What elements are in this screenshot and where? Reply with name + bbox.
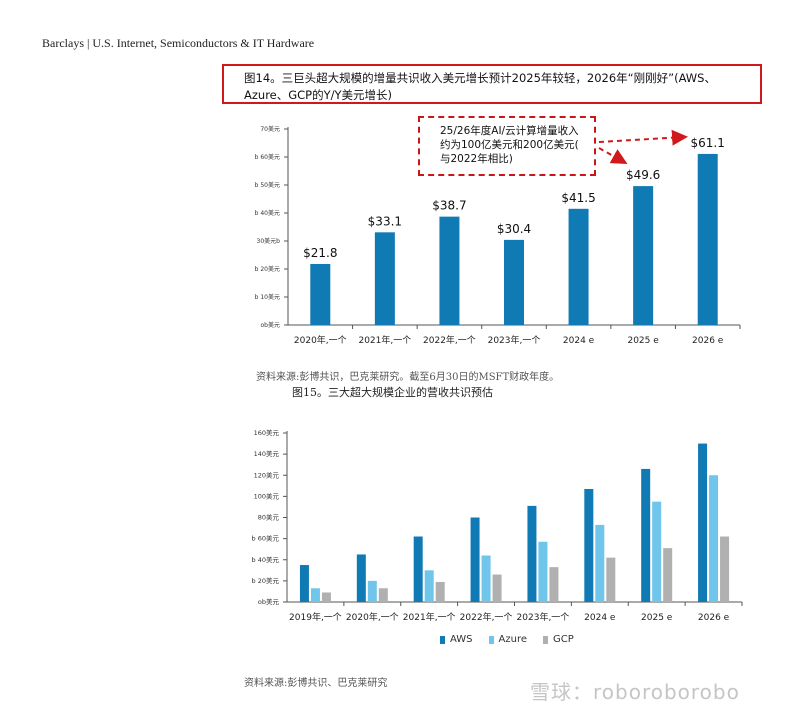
fig14-data-label: $49.6	[626, 168, 660, 182]
fig14-x-tick-label: 2023年,一个	[488, 334, 541, 346]
fig15-bar-azure	[424, 570, 434, 602]
fig15-bar-azure	[538, 541, 548, 602]
fig14-x-tick-label: 2025 e	[627, 336, 659, 346]
fig14-bar	[568, 208, 589, 325]
fig15-y-tick-label: b 40美元	[252, 555, 280, 564]
fig14-bar	[504, 239, 524, 325]
fig15-bar-azure	[310, 588, 320, 602]
figure-14-callout: 25/26年度AI/云计算增量收入 约为100亿美元和200亿美元( 与2022…	[418, 116, 596, 176]
fig15-x-tick-label: 2025 e	[641, 613, 673, 623]
fig15-x-tick-label: 2021年,一个	[403, 611, 456, 623]
fig15-bar-aws	[470, 517, 480, 602]
fig15-bar-aws	[527, 505, 537, 602]
fig15-bar-aws	[356, 554, 366, 602]
fig14-data-label: $21.8	[303, 246, 337, 260]
callout-line-2: 约为100亿美元和200亿美元(	[440, 139, 579, 151]
fig14-y-tick-label: b 50美元	[255, 181, 280, 189]
fig15-bar-azure	[367, 580, 377, 602]
fig15-x-tick-label: 2023年,一个	[517, 611, 570, 623]
fig15-bar-gcp	[663, 548, 673, 602]
fig14-x-tick-label: 2020年,一个	[294, 334, 347, 346]
fig15-bar-azure	[709, 475, 719, 602]
callout-arrow-2025	[598, 147, 628, 164]
fig15-bar-gcp	[492, 574, 502, 602]
fig15-bar-gcp	[435, 581, 445, 602]
fig14-y-tick-label: 30美元b	[257, 237, 281, 245]
legend-swatch-gcp	[543, 635, 549, 644]
report-header: Barclays | U.S. Internet, Semiconductors…	[42, 36, 315, 50]
fig14-bar	[310, 263, 331, 325]
figure-15-legend: AWS Azure GCP	[440, 634, 574, 645]
fig15-y-tick-label: 160美元	[254, 428, 280, 437]
fig14-y-tick-label: 70美元	[260, 125, 280, 133]
figure-15-source: 资料来源:彭博共识、巴克莱研究	[244, 678, 388, 689]
fig15-bar-gcp	[549, 567, 559, 602]
fig14-y-tick-label: b 10美元	[255, 293, 280, 301]
fig14-data-label: $33.1	[368, 214, 402, 228]
fig15-x-tick-label: 2024 e	[584, 613, 616, 623]
fig15-bar-azure	[652, 501, 662, 602]
legend-swatch-aws	[440, 635, 445, 644]
legend-item-aws: AWS	[440, 634, 473, 645]
fig15-x-tick-label: 2026 e	[698, 613, 730, 623]
fig15-bar-aws	[413, 536, 423, 602]
legend-label-aws: AWS	[450, 634, 473, 645]
fig14-y-tick-label: b 60美元	[255, 153, 280, 161]
fig14-data-label: $61.1	[691, 136, 725, 150]
callout-line-1: 25/26年度AI/云计算增量收入	[440, 125, 579, 137]
fig15-bar-azure	[595, 524, 605, 602]
fig14-data-label: $41.5	[561, 191, 595, 205]
fig15-bar-gcp	[321, 592, 331, 602]
fig14-y-tick-label: b 40美元	[255, 209, 280, 217]
fig15-bar-gcp	[606, 557, 616, 602]
fig15-y-tick-label: 140美元	[254, 449, 280, 458]
fig14-x-tick-label: 2024 e	[563, 336, 595, 346]
fig15-y-tick-label: 80美元	[258, 513, 280, 522]
legend-item-gcp: GCP	[543, 634, 574, 645]
fig15-x-tick-label: 2022年,一个	[460, 611, 513, 623]
fig15-bar-gcp	[720, 536, 730, 602]
legend-item-azure: Azure	[488, 634, 528, 645]
callout-arrow-2026	[598, 129, 688, 146]
legend-label-azure: Azure	[498, 634, 528, 645]
figure-14-title-box: 图14。三巨头超大规模的增量共识收入美元增长预计2025年较轻，2026年“刚刚…	[222, 64, 762, 104]
watermark: 雪球：roboroborobo	[530, 680, 740, 704]
fig14-bar	[633, 186, 654, 325]
fig15-bar-aws	[641, 468, 651, 602]
fig14-data-label: $38.7	[432, 199, 466, 213]
fig15-y-tick-label: b 20美元	[252, 576, 280, 585]
fig15-y-tick-label: 100美元	[254, 491, 280, 500]
fig15-bar-aws	[698, 443, 708, 602]
fig15-x-tick-label: 2019年,一个	[289, 611, 342, 623]
fig14-x-tick-label: 2021年,一个	[358, 334, 411, 346]
fig14-x-tick-label: 2022年,一个	[423, 334, 476, 346]
fig14-x-tick-label: 2026 e	[692, 336, 724, 346]
figure-15-title: 图15。三大超大规模企业的营收共识预估	[292, 386, 493, 399]
fig14-y-tick-label: ob美元	[261, 321, 280, 329]
figure-14-title: 图14。三巨头超大规模的增量共识收入美元增长预计2025年较轻，2026年“刚刚…	[244, 71, 716, 102]
callout-line-3: 与2022年相比)	[440, 153, 513, 165]
fig14-y-tick-label: b 20美元	[255, 265, 280, 273]
legend-label-gcp: GCP	[553, 634, 574, 645]
fig15-y-tick-label: ob美元	[258, 597, 280, 606]
fig15-bar-azure	[481, 555, 491, 602]
fig15-bar-aws	[299, 565, 309, 602]
fig15-bar-aws	[584, 488, 594, 602]
fig15-x-tick-label: 2020年,一个	[346, 611, 399, 623]
fig15-y-tick-label: 120美元	[254, 470, 280, 479]
fig14-data-label: $30.4	[497, 222, 531, 236]
fig14-bar	[439, 216, 460, 325]
legend-swatch-azure	[488, 635, 494, 644]
fig15-y-tick-label: b 60美元	[252, 534, 280, 543]
fig14-bar	[697, 153, 718, 325]
fig15-bar-gcp	[378, 588, 388, 602]
figure-14-source: 资料来源:彭博共识，巴克莱研究。截至6月30日的MSFT财政年度。	[256, 372, 560, 383]
fig14-bar	[374, 232, 395, 325]
